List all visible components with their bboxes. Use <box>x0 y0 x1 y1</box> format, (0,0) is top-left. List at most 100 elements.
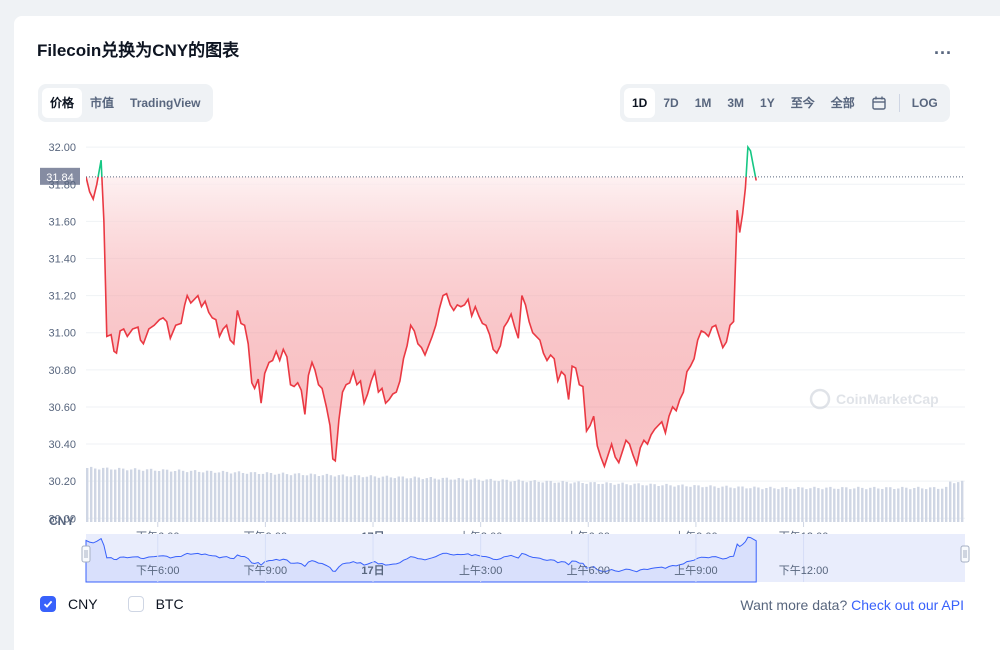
volume-bar <box>781 487 784 522</box>
tab-price[interactable]: 价格 <box>42 88 83 118</box>
volume-bar <box>397 476 400 522</box>
calendar-button[interactable] <box>863 88 895 118</box>
cny-checkbox[interactable] <box>40 596 56 612</box>
log-scale-button[interactable]: LOG <box>911 96 938 110</box>
volume-bar <box>621 482 624 522</box>
volume-bar <box>225 471 229 522</box>
volume-bar <box>701 487 704 522</box>
more-options-icon[interactable]: ... <box>934 38 953 58</box>
volume-bar <box>925 489 928 522</box>
volume-bar <box>853 488 856 522</box>
volume-bar <box>841 487 844 522</box>
volume-bar <box>933 487 936 522</box>
range-tab-0[interactable]: 1D <box>624 88 656 118</box>
volume-bar <box>489 478 492 522</box>
volume-bar <box>413 476 416 522</box>
volume-bar <box>645 485 648 522</box>
volume-bar <box>133 468 137 522</box>
range-tab-4[interactable]: 1Y <box>760 96 775 110</box>
range-tab-1[interactable]: 7D <box>663 96 679 110</box>
volume-bar <box>849 489 852 522</box>
volume-bar <box>213 472 217 522</box>
volume-bar <box>265 472 269 522</box>
volume-bar <box>721 486 724 522</box>
volume-bar <box>122 468 125 522</box>
navigator-right-handle[interactable] <box>960 545 970 563</box>
volume-bar <box>237 471 241 522</box>
navigator-x-label: 上午6:00 <box>567 564 610 577</box>
volume-bar <box>725 485 728 522</box>
volume-bar <box>553 482 556 522</box>
volume-bar <box>381 476 385 522</box>
volume-bar <box>737 486 740 522</box>
volume-bar <box>441 477 444 522</box>
volume-bar <box>629 485 632 522</box>
volume-bar <box>937 488 940 522</box>
volume-bar <box>449 479 452 522</box>
volume-bar <box>277 473 281 522</box>
volume-bar <box>757 487 760 522</box>
volume-bar <box>945 486 948 522</box>
range-tab-6[interactable]: 全部 <box>830 96 855 110</box>
legend-cny-label: CNY <box>68 596 98 612</box>
y-tick-label: 30.40 <box>48 439 76 451</box>
price-chart[interactable]: 31.84 32.00 31.80 31.60 31.40 31.20 31.00 30.8… <box>14 16 1000 650</box>
legend-cny[interactable]: CNY <box>40 596 98 612</box>
volume-bar <box>357 475 361 522</box>
volume-bar <box>177 469 181 522</box>
volume-bar <box>221 470 225 522</box>
volume-bar <box>545 480 548 522</box>
volume-bar <box>197 471 201 522</box>
volume-bar <box>217 472 221 522</box>
volume-bar <box>161 469 165 522</box>
volume-bar <box>877 488 880 522</box>
volume-bar <box>241 473 245 522</box>
volume-bar <box>201 472 205 522</box>
tab-tradingview[interactable]: TradingView <box>130 96 201 110</box>
volume-bar <box>905 487 908 522</box>
volume-bar <box>293 473 297 522</box>
navigator-left-handle[interactable] <box>81 545 91 563</box>
tab-market-cap[interactable]: 市值 <box>90 96 115 110</box>
volume-bar <box>102 467 105 522</box>
range-tab-5[interactable]: 至今 <box>790 96 815 110</box>
volume-bar <box>745 488 748 522</box>
volume-bar <box>353 475 357 522</box>
volume-bar <box>593 482 596 522</box>
navigator-x-labels: 下午6:00 下午9:00 17日 上午3:00 上午6:00 上午9:00 下午12:00 <box>136 534 828 582</box>
volume-bar <box>673 486 676 522</box>
series-legend: CNY BTC <box>40 596 214 612</box>
volume-bar <box>949 481 952 522</box>
volume-bar <box>809 488 812 522</box>
range-tabs: 1D 7D 1M 3M 1Y 至今 全部 LOG <box>620 84 950 122</box>
watermark: CoinMarketCap <box>809 388 939 410</box>
btc-checkbox[interactable] <box>127 596 144 612</box>
y-tick-label: 31.20 <box>48 291 76 303</box>
volume-bar <box>473 478 476 522</box>
volume-bar <box>245 473 249 522</box>
volume-bar <box>765 488 768 522</box>
legend-btc[interactable]: BTC <box>127 596 184 612</box>
volume-bar <box>533 480 536 522</box>
volume-bar <box>653 484 656 522</box>
volume-bar <box>909 489 912 522</box>
api-link[interactable]: Check out our API <box>851 597 964 613</box>
volume-bar <box>417 477 420 522</box>
volume-bar <box>733 488 736 522</box>
range-tab-2[interactable]: 1M <box>694 96 712 110</box>
volume-bar <box>261 473 265 522</box>
y-tick-label: 31.80 <box>48 179 76 191</box>
volume-bar <box>389 477 393 522</box>
volume-bar <box>957 482 960 522</box>
legend-btc-label: BTC <box>155 596 184 612</box>
range-tab-3[interactable]: 3M <box>727 96 745 110</box>
volume-bar <box>601 483 604 522</box>
volume-bar <box>625 484 628 522</box>
checkmark-icon <box>43 600 53 608</box>
volume-bar <box>773 488 776 522</box>
volume-bar <box>929 487 932 522</box>
volume-bar <box>481 480 484 522</box>
volume-bar <box>461 478 464 522</box>
volume-bar <box>837 488 840 522</box>
volume-bar <box>321 475 325 522</box>
